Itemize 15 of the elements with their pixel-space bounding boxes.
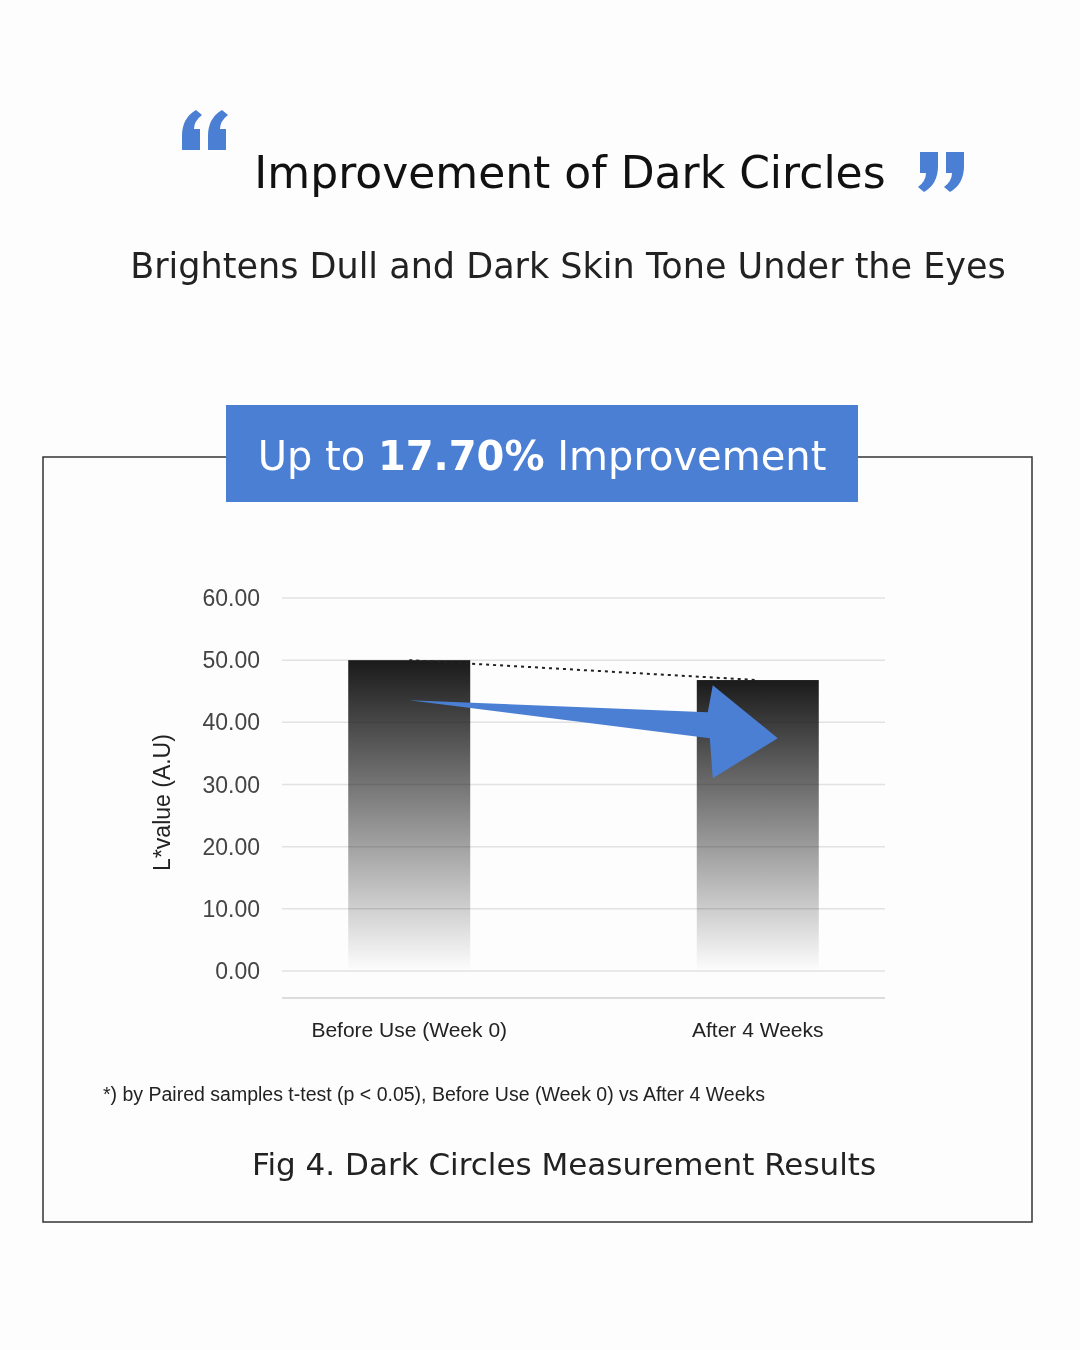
y-tick-label: 10.00 xyxy=(202,895,260,922)
y-axis-title: L*value (A.U) xyxy=(149,734,175,871)
chart-title: Improvement of Dark Circles xyxy=(254,147,886,198)
x-tick-label: After 4 Weeks xyxy=(692,1018,824,1041)
y-tick-label: 0.00 xyxy=(215,958,260,985)
text: *) by Paired samples t-test (p < 0.05), Before Use (Week 0) vs After 4 Weeks xyxy=(103,1083,766,1105)
chart-subtitle: Brightens Dull and Dark Skin Tone Under the Eyes xyxy=(130,246,1006,286)
y-tick-label: 30.00 xyxy=(202,771,260,798)
caption: Fig 4. Dark Circles Measurement Results xyxy=(251,1146,877,1182)
y-tick-label: 50.00 xyxy=(202,647,260,674)
text: Up to 17.70% Improvement xyxy=(257,433,827,479)
x-tick-label: Before Use (Week 0) xyxy=(311,1018,508,1041)
y-tick-label: 60.00 xyxy=(202,585,260,612)
y-tick-label: 40.00 xyxy=(202,709,260,736)
y-tick-label: 20.00 xyxy=(202,833,260,860)
